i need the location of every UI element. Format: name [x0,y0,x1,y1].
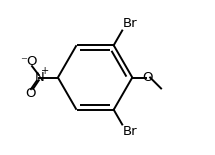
Text: Br: Br [123,125,137,138]
Text: Br: Br [123,17,137,30]
Text: O: O [142,71,152,84]
Text: N: N [35,71,45,84]
Text: +: + [41,66,49,76]
Text: ⁻O: ⁻O [20,55,38,68]
Text: O: O [26,87,36,100]
